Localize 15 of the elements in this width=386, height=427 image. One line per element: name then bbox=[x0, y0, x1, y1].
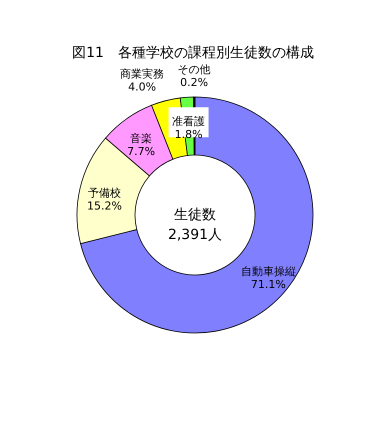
text: 生徒数 bbox=[174, 207, 216, 223]
data-label: 71.1% bbox=[250, 278, 286, 292]
donut-slice bbox=[80, 96, 314, 334]
slice-label: 准看護 bbox=[172, 115, 206, 128]
data-label: 15.2% bbox=[87, 200, 122, 213]
slice-label: その他 bbox=[178, 63, 211, 76]
slice-label: 商業実務 bbox=[120, 68, 164, 81]
data-label: 7.7% bbox=[127, 145, 156, 158]
data-label: 0.2% bbox=[180, 76, 208, 90]
text: 2,391人 bbox=[168, 227, 222, 243]
slice-label: 予備校 bbox=[88, 186, 121, 200]
slice-label: 自動車操縦 bbox=[240, 265, 296, 278]
data-label: 4.0% bbox=[128, 80, 156, 94]
slice-label: 音楽 bbox=[130, 132, 152, 146]
chart-title: 図11 各種学校の課程別生徒数の構成 bbox=[72, 45, 314, 61]
